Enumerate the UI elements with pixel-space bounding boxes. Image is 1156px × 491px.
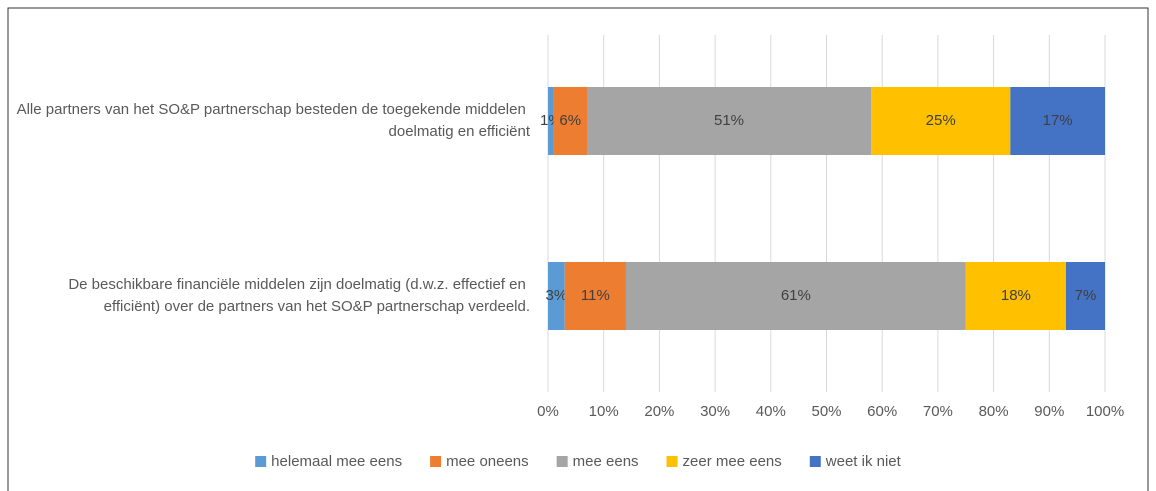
bar-segment: [871, 87, 1011, 155]
x-tick-label: 100%: [1086, 403, 1124, 420]
legend-label: helemaal mee eens: [271, 453, 402, 470]
x-tick-label: 10%: [589, 403, 619, 420]
x-tick-label: 50%: [811, 403, 841, 420]
bar-segment: [1066, 262, 1105, 330]
x-tick-label: 60%: [867, 403, 897, 420]
category-label: De beschikbare financiële middelen zijn …: [68, 276, 530, 315]
chart-frame: [7, 7, 1149, 491]
legend-label: mee eens: [573, 453, 639, 470]
x-tick-label: 30%: [700, 403, 730, 420]
bar-segment: [548, 262, 565, 330]
x-tick-label: 80%: [979, 403, 1009, 420]
bar-segment: [553, 87, 587, 155]
x-tick-label: 20%: [644, 403, 674, 420]
data-label: 6%: [559, 112, 581, 129]
data-label: 25%: [926, 112, 956, 129]
x-tick-label: 90%: [1034, 403, 1064, 420]
bar-segment: [586, 87, 872, 155]
data-label: 7%: [1075, 287, 1097, 304]
legend-swatch: [255, 456, 267, 467]
legend-swatch: [556, 456, 568, 467]
legend-swatch: [809, 456, 821, 467]
legend-label: mee oneens: [446, 453, 529, 470]
x-tick-label: 70%: [923, 403, 953, 420]
bar-segment: [548, 87, 554, 155]
legend-swatch: [666, 456, 678, 467]
data-label: 17%: [1043, 112, 1073, 129]
bar-segment: [965, 262, 1067, 330]
legend-label: weet ik niet: [825, 453, 902, 470]
data-label: 51%: [714, 112, 744, 129]
data-label: 18%: [1001, 287, 1031, 304]
bar-segment: [564, 262, 626, 330]
category-label: Alle partners van het SO&P partnerschap …: [17, 101, 531, 140]
x-tick-label: 40%: [756, 403, 786, 420]
data-label: 3%: [546, 287, 568, 304]
x-tick-label: 0%: [537, 403, 559, 420]
data-label: 11%: [581, 287, 610, 304]
bar-segment: [625, 262, 966, 330]
data-label: 61%: [781, 287, 811, 304]
bar-segment: [1010, 87, 1105, 155]
legend-label: zeer mee eens: [683, 453, 782, 470]
legend-swatch: [430, 456, 442, 467]
